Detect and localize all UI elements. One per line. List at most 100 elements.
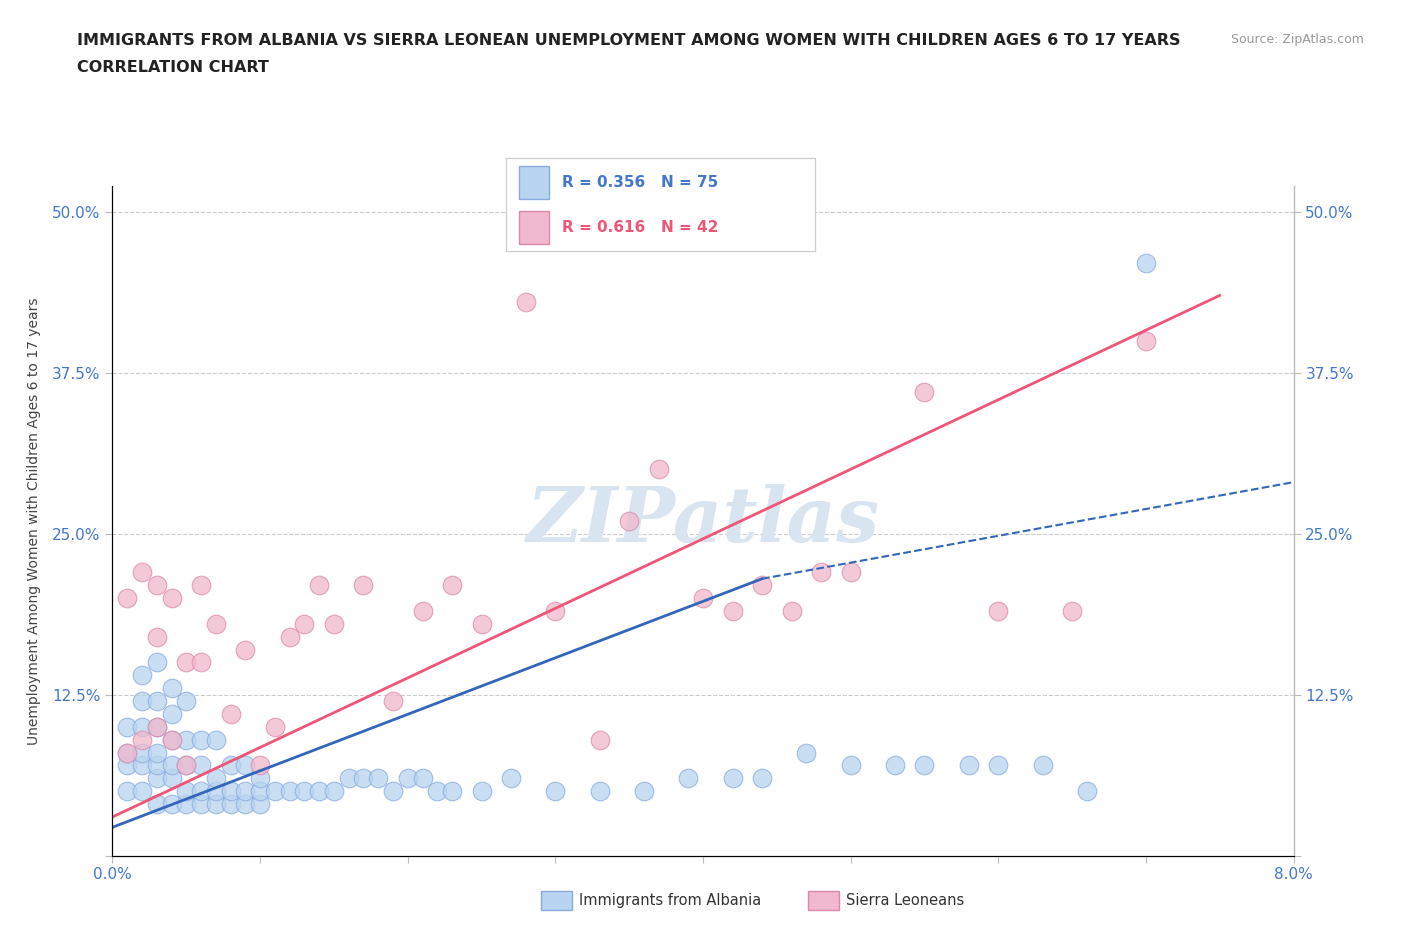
Point (174, 732, 197, 747)
Point (678, 771, 700, 786)
Point (367, 771, 389, 786)
Point (190, 758, 212, 773)
Point (588, 784, 610, 799)
Point (1135, 256, 1157, 271)
Point (1032, 758, 1054, 773)
Point (780, 604, 803, 618)
Point (205, 771, 228, 786)
Point (471, 617, 494, 631)
Point (544, 604, 567, 618)
Point (160, 771, 183, 786)
Point (233, 797, 256, 812)
Point (190, 732, 212, 747)
Point (131, 694, 153, 709)
Point (412, 604, 434, 618)
Point (249, 771, 271, 786)
Point (233, 784, 256, 799)
Point (160, 797, 183, 812)
Point (544, 784, 567, 799)
Point (160, 681, 183, 696)
Point (692, 591, 714, 605)
Point (131, 745, 153, 760)
Point (987, 604, 1010, 618)
Point (633, 784, 655, 799)
Point (174, 758, 197, 773)
Point (1076, 784, 1098, 799)
Point (174, 655, 197, 670)
FancyBboxPatch shape (519, 211, 550, 244)
Point (117, 591, 138, 605)
Point (160, 707, 183, 722)
Point (190, 578, 212, 592)
Point (146, 694, 169, 709)
Point (205, 797, 228, 812)
Point (190, 784, 212, 799)
Point (441, 578, 464, 592)
Point (131, 565, 153, 579)
Point (190, 797, 212, 812)
Point (323, 617, 346, 631)
Text: Source: ZipAtlas.com: Source: ZipAtlas.com (1230, 33, 1364, 46)
Point (117, 784, 138, 799)
Point (884, 758, 907, 773)
Point (146, 771, 169, 786)
Point (190, 655, 212, 670)
Point (471, 784, 494, 799)
Point (382, 694, 405, 709)
Point (160, 591, 183, 605)
Y-axis label: Unemployment Among Women with Children Ages 6 to 17 years: Unemployment Among Women with Children A… (27, 297, 41, 745)
Point (205, 784, 228, 799)
Point (174, 694, 197, 709)
Point (160, 758, 183, 773)
Point (796, 745, 818, 760)
Point (160, 732, 183, 747)
Point (839, 758, 862, 773)
Point (426, 784, 449, 799)
Point (721, 604, 744, 618)
Point (117, 745, 138, 760)
Point (308, 578, 330, 592)
Point (131, 732, 153, 747)
Point (382, 784, 405, 799)
Point (131, 720, 153, 735)
Point (914, 758, 936, 773)
Point (117, 745, 138, 760)
Point (515, 295, 537, 310)
Point (146, 758, 169, 773)
Point (174, 797, 197, 812)
Point (957, 758, 980, 773)
Point (751, 578, 773, 592)
Point (278, 784, 301, 799)
Point (588, 732, 610, 747)
Point (131, 758, 153, 773)
Point (205, 732, 228, 747)
Point (839, 565, 862, 579)
Point (441, 784, 464, 799)
Point (278, 630, 301, 644)
Point (396, 771, 419, 786)
Point (412, 771, 434, 786)
Point (249, 797, 271, 812)
Point (1062, 604, 1084, 618)
Point (117, 720, 138, 735)
Point (264, 784, 287, 799)
Point (987, 758, 1010, 773)
Point (117, 758, 138, 773)
Point (146, 720, 169, 735)
Point (233, 642, 256, 657)
Point (619, 513, 641, 528)
Point (1135, 333, 1157, 348)
Text: CORRELATION CHART: CORRELATION CHART (77, 60, 269, 75)
Point (146, 578, 169, 592)
Point (810, 565, 832, 579)
Text: IMMIGRANTS FROM ALBANIA VS SIERRA LEONEAN UNEMPLOYMENT AMONG WOMEN WITH CHILDREN: IMMIGRANTS FROM ALBANIA VS SIERRA LEONEA… (77, 33, 1181, 47)
Point (249, 758, 271, 773)
Text: R = 0.356   N = 75: R = 0.356 N = 75 (562, 175, 718, 191)
Point (249, 784, 271, 799)
Point (219, 758, 242, 773)
Point (146, 655, 169, 670)
Point (647, 462, 671, 477)
Point (308, 784, 330, 799)
Point (292, 784, 315, 799)
Point (205, 617, 228, 631)
